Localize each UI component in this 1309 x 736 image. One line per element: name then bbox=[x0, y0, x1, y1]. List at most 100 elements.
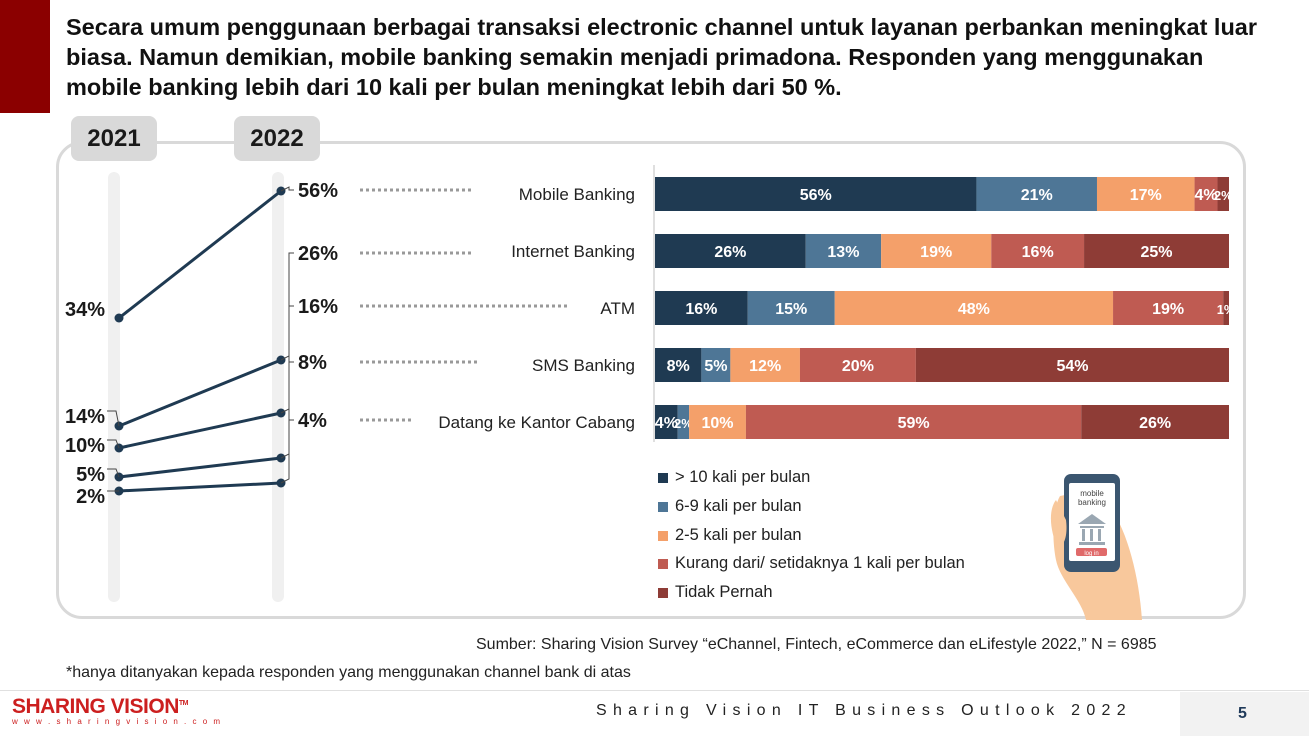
bar-value-label: 10% bbox=[701, 415, 733, 432]
trend-label-2022: 8% bbox=[298, 352, 327, 374]
page-number: 5 bbox=[1238, 705, 1247, 722]
bar-value-label: 4% bbox=[655, 415, 678, 432]
bar-segment bbox=[1096, 177, 1195, 211]
bar-segment bbox=[976, 177, 1097, 211]
bar-segment bbox=[1194, 177, 1218, 211]
trend-line bbox=[118, 358, 282, 428]
bank-icon bbox=[1078, 514, 1106, 545]
stacked-bar-chart: Mobile Banking 56% 21% 17% 4%2%Internet Bank… bbox=[438, 177, 1236, 439]
trend-label-2021: 34% bbox=[65, 299, 105, 321]
bar-value-label: 56% bbox=[800, 187, 832, 204]
trend-label-2022: 16% bbox=[298, 296, 338, 318]
bar-value-label: 16% bbox=[685, 301, 717, 318]
phone-illustration: mobile banking log in bbox=[1050, 474, 1142, 620]
bar-value-label: 26% bbox=[714, 244, 746, 261]
slide-headline: Secara umum penggunaan berbagai transaks… bbox=[66, 14, 1258, 100]
trend-line bbox=[118, 481, 282, 493]
bar-category-label: Datang ke Kantor Cabang bbox=[438, 413, 635, 432]
trend-connector bbox=[280, 419, 294, 484]
bar-segment bbox=[655, 405, 678, 439]
trend-label-2021: 5% bbox=[76, 464, 105, 486]
bar-segment bbox=[1223, 291, 1229, 325]
logo-url: w w w . s h a r i n g v i s i o n . c o … bbox=[12, 717, 223, 726]
legend-swatch bbox=[658, 502, 668, 512]
trend-connector bbox=[280, 305, 294, 414]
legend-swatch bbox=[658, 559, 668, 569]
bar-segment bbox=[805, 234, 882, 268]
bar-segment bbox=[1217, 177, 1229, 211]
bar-segment bbox=[677, 405, 690, 439]
bar-segment bbox=[834, 291, 1114, 325]
bar-value-label: 21% bbox=[1021, 187, 1053, 204]
trend-label-2021: 10% bbox=[65, 435, 105, 457]
bar-segment bbox=[1113, 291, 1224, 325]
trend-label-2022: 4% bbox=[298, 410, 327, 432]
bar-value-label: 19% bbox=[1152, 301, 1184, 318]
legend-swatch bbox=[658, 473, 668, 483]
page-number-box bbox=[1180, 692, 1309, 736]
trend-point-2021 bbox=[114, 313, 124, 323]
trend-connector bbox=[107, 439, 120, 449]
trend-label-2022: 26% bbox=[298, 243, 338, 265]
footnote: *hanya ditanyakan kepada responden yang … bbox=[66, 664, 631, 681]
bar-value-label: 26% bbox=[1139, 415, 1171, 432]
bar-value-label: 12% bbox=[749, 358, 781, 375]
bar-segment bbox=[655, 177, 977, 211]
bar-segment bbox=[655, 234, 806, 268]
trend-line bbox=[118, 411, 282, 450]
bar-segment bbox=[655, 291, 748, 325]
line-chart: 34% 56% 14% 26% 10% 16% 5% 8% 2% 4% bbox=[65, 180, 568, 508]
legend-label: Tidak Pernah bbox=[675, 583, 773, 601]
bar-value-label: 15% bbox=[775, 301, 807, 318]
year-column-2022 bbox=[272, 172, 284, 602]
trend-label-2021: 2% bbox=[76, 486, 105, 508]
bar-value-label: 1% bbox=[1217, 302, 1236, 317]
trend-connector bbox=[107, 468, 120, 478]
year-label-2022: 2022 bbox=[234, 116, 320, 161]
phone-screen-text-1: mobile bbox=[1080, 489, 1104, 498]
bar-value-label: 13% bbox=[827, 244, 859, 261]
legend-label: > 10 kali per bulan bbox=[675, 468, 811, 486]
bar-value-label: 8% bbox=[667, 358, 690, 375]
sharing-vision-logo: SHARING VISIONTM w w w . s h a r i n g v… bbox=[12, 695, 222, 726]
phone-login-button bbox=[1076, 548, 1107, 556]
bar-segment bbox=[799, 348, 916, 382]
bar-segment bbox=[1084, 234, 1229, 268]
trend-line bbox=[118, 189, 282, 320]
bar-value-label: 48% bbox=[958, 301, 990, 318]
bar-segment bbox=[1081, 405, 1229, 439]
trend-connector bbox=[280, 252, 294, 361]
bar-value-label: 16% bbox=[1022, 244, 1054, 261]
accent-bar bbox=[0, 0, 50, 113]
trend-label-2022: 56% bbox=[298, 180, 338, 202]
bar-segment bbox=[655, 348, 702, 382]
legend-label: 2-5 kali per bulan bbox=[675, 526, 802, 544]
bar-category-label: Internet Banking bbox=[511, 242, 635, 261]
trend-line bbox=[118, 456, 282, 479]
legend-swatch bbox=[658, 531, 668, 541]
bar-value-label: 19% bbox=[920, 244, 952, 261]
bar-segment bbox=[915, 348, 1229, 382]
footer-divider bbox=[0, 690, 1309, 691]
legend-label: 6-9 kali per bulan bbox=[675, 497, 802, 515]
bar-segment bbox=[747, 291, 835, 325]
bar-category-label: Mobile Banking bbox=[519, 185, 635, 204]
phone-login-text: log in bbox=[1084, 551, 1098, 557]
bar-value-label: 2% bbox=[1214, 188, 1233, 203]
bar-value-label: 25% bbox=[1141, 244, 1173, 261]
bar-category-label: SMS Banking bbox=[532, 356, 635, 375]
legend-label: Kurang dari/ setidaknya 1 kali per bulan bbox=[675, 554, 965, 572]
bar-value-label: 4% bbox=[1194, 187, 1217, 204]
bar-value-label: 5% bbox=[704, 358, 727, 375]
bar-segment bbox=[689, 405, 746, 439]
bar-segment bbox=[701, 348, 731, 382]
trend-connector bbox=[107, 410, 120, 427]
thumb-shape bbox=[1050, 500, 1067, 548]
phone-screen-text-2: banking bbox=[1078, 498, 1106, 507]
year-label-2021: 2021 bbox=[71, 116, 157, 161]
logo-tm: TM bbox=[178, 700, 189, 707]
bar-value-label: 2% bbox=[674, 416, 693, 431]
bar-value-label: 20% bbox=[842, 358, 874, 375]
year-column-2021 bbox=[108, 172, 120, 602]
